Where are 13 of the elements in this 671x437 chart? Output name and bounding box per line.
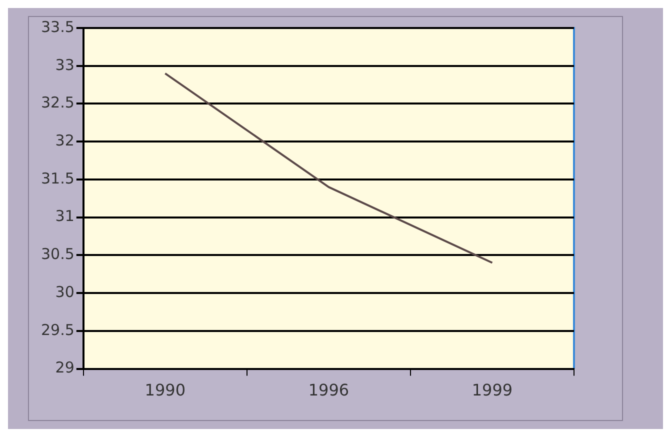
y-tick-label: 29	[55, 358, 74, 377]
y-tick-label: 31.5	[40, 169, 74, 188]
y-tick-label: 29.5	[40, 320, 74, 339]
y-tick-label: 32	[55, 131, 74, 150]
y-tick-label: 33	[55, 56, 74, 74]
y-tick-label: 33.5	[40, 18, 74, 36]
y-tick-label: 30	[55, 282, 74, 301]
y-tick-label: 30.5	[40, 245, 74, 264]
y-tick-label: 31	[55, 207, 74, 226]
y-tick-label: 32.5	[40, 94, 74, 112]
x-tick-label: 1996	[308, 380, 350, 400]
x-tick-label: 1999	[472, 380, 513, 400]
x-tick-label: 1990	[144, 380, 186, 400]
